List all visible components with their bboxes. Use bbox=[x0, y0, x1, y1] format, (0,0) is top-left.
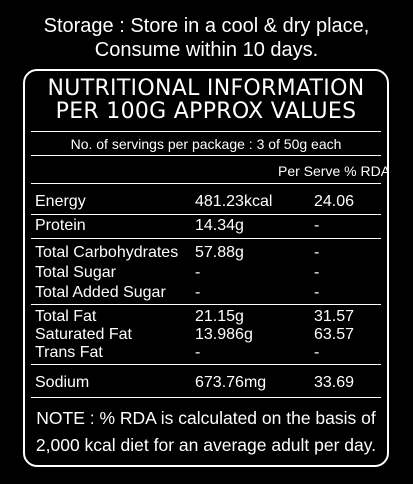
nutrient-value: 481.23kcal bbox=[195, 193, 273, 210]
nutrient-value: 21.15g bbox=[195, 308, 244, 325]
divider-line bbox=[31, 131, 381, 132]
heading-line-1: NUTRITIONAL INFORMATION bbox=[47, 76, 365, 101]
divider-line bbox=[31, 155, 381, 156]
nutrient-name: Total Sugar bbox=[35, 264, 116, 281]
nutrient-value: - bbox=[195, 264, 201, 281]
nutrition-panel: NUTRITIONAL INFORMATION PER 100G APPROX … bbox=[23, 69, 389, 467]
note-line-1: NOTE : % RDA is calculated on the basis … bbox=[36, 408, 376, 428]
nutrient-name: Sodium bbox=[35, 374, 90, 391]
nutrient-rda: - bbox=[314, 344, 320, 361]
nutrient-name: Saturated Fat bbox=[35, 326, 132, 343]
nutrient-rda: 24.06 bbox=[314, 193, 355, 210]
servings-text: No. of servings per package : 3 of 50g e… bbox=[70, 136, 342, 152]
nutrient-value: 57.88g bbox=[195, 244, 244, 261]
storage-line-2: Consume within 10 days. bbox=[94, 39, 319, 61]
storage-line-1: Storage : Store in a cool & dry place, bbox=[43, 15, 370, 37]
note-line-2: 2,000 kcal diet for an average adult per… bbox=[35, 435, 377, 455]
divider-line bbox=[31, 364, 381, 365]
nutrient-rda: - bbox=[314, 244, 320, 261]
nutrient-value: 14.34g bbox=[195, 217, 244, 234]
column-header-per-serve-rda: Per Serve % RDA bbox=[278, 163, 389, 179]
nutrient-rda: 63.57 bbox=[314, 326, 355, 343]
nutrient-rda: - bbox=[314, 284, 320, 301]
nutrient-value: - bbox=[195, 284, 201, 301]
nutrition-heading: NUTRITIONAL INFORMATION PER 100G APPROX … bbox=[25, 77, 387, 123]
divider-line bbox=[31, 214, 381, 215]
nutrient-value: 673.76mg bbox=[195, 374, 267, 391]
nutrient-name: Total Added Sugar bbox=[35, 284, 166, 301]
nutrient-name: Total Carbohydrates bbox=[35, 244, 179, 261]
nutrient-value: - bbox=[195, 344, 201, 361]
nutrient-value: 13.986g bbox=[195, 326, 253, 343]
nutrient-rda: 33.69 bbox=[314, 374, 355, 391]
nutrient-rda: 31.57 bbox=[314, 308, 355, 325]
heading-line-2: PER 100G APPROX VALUES bbox=[55, 99, 357, 124]
nutrient-name: Total Fat bbox=[35, 308, 97, 325]
divider-line bbox=[31, 397, 381, 398]
nutrient-rda: - bbox=[314, 264, 320, 281]
nutrient-name: Protein bbox=[35, 217, 86, 234]
storage-instructions: Storage : Store in a cool & dry place, C… bbox=[0, 14, 413, 62]
nutrient-rda: - bbox=[314, 217, 320, 234]
divider-line bbox=[31, 304, 381, 305]
nutrient-name: Trans Fat bbox=[35, 344, 103, 361]
divider-line bbox=[31, 238, 381, 239]
divider-line bbox=[31, 183, 381, 184]
rda-note: NOTE : % RDA is calculated on the basis … bbox=[25, 405, 387, 459]
nutrient-name: Energy bbox=[35, 193, 86, 210]
